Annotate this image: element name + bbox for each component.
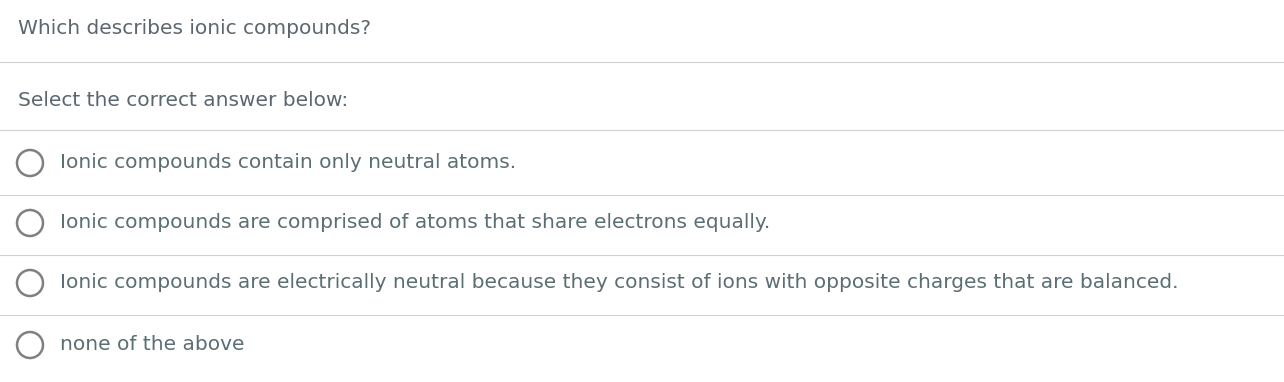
Text: Select the correct answer below:: Select the correct answer below:	[18, 91, 348, 110]
Text: Which describes ionic compounds?: Which describes ionic compounds?	[18, 18, 371, 37]
Text: none of the above: none of the above	[60, 335, 244, 354]
Text: Ionic compounds are electrically neutral because they consist of ions with oppos: Ionic compounds are electrically neutral…	[60, 274, 1179, 293]
Text: Ionic compounds contain only neutral atoms.: Ionic compounds contain only neutral ato…	[60, 154, 516, 173]
Text: Ionic compounds are comprised of atoms that share electrons equally.: Ionic compounds are comprised of atoms t…	[60, 214, 770, 233]
